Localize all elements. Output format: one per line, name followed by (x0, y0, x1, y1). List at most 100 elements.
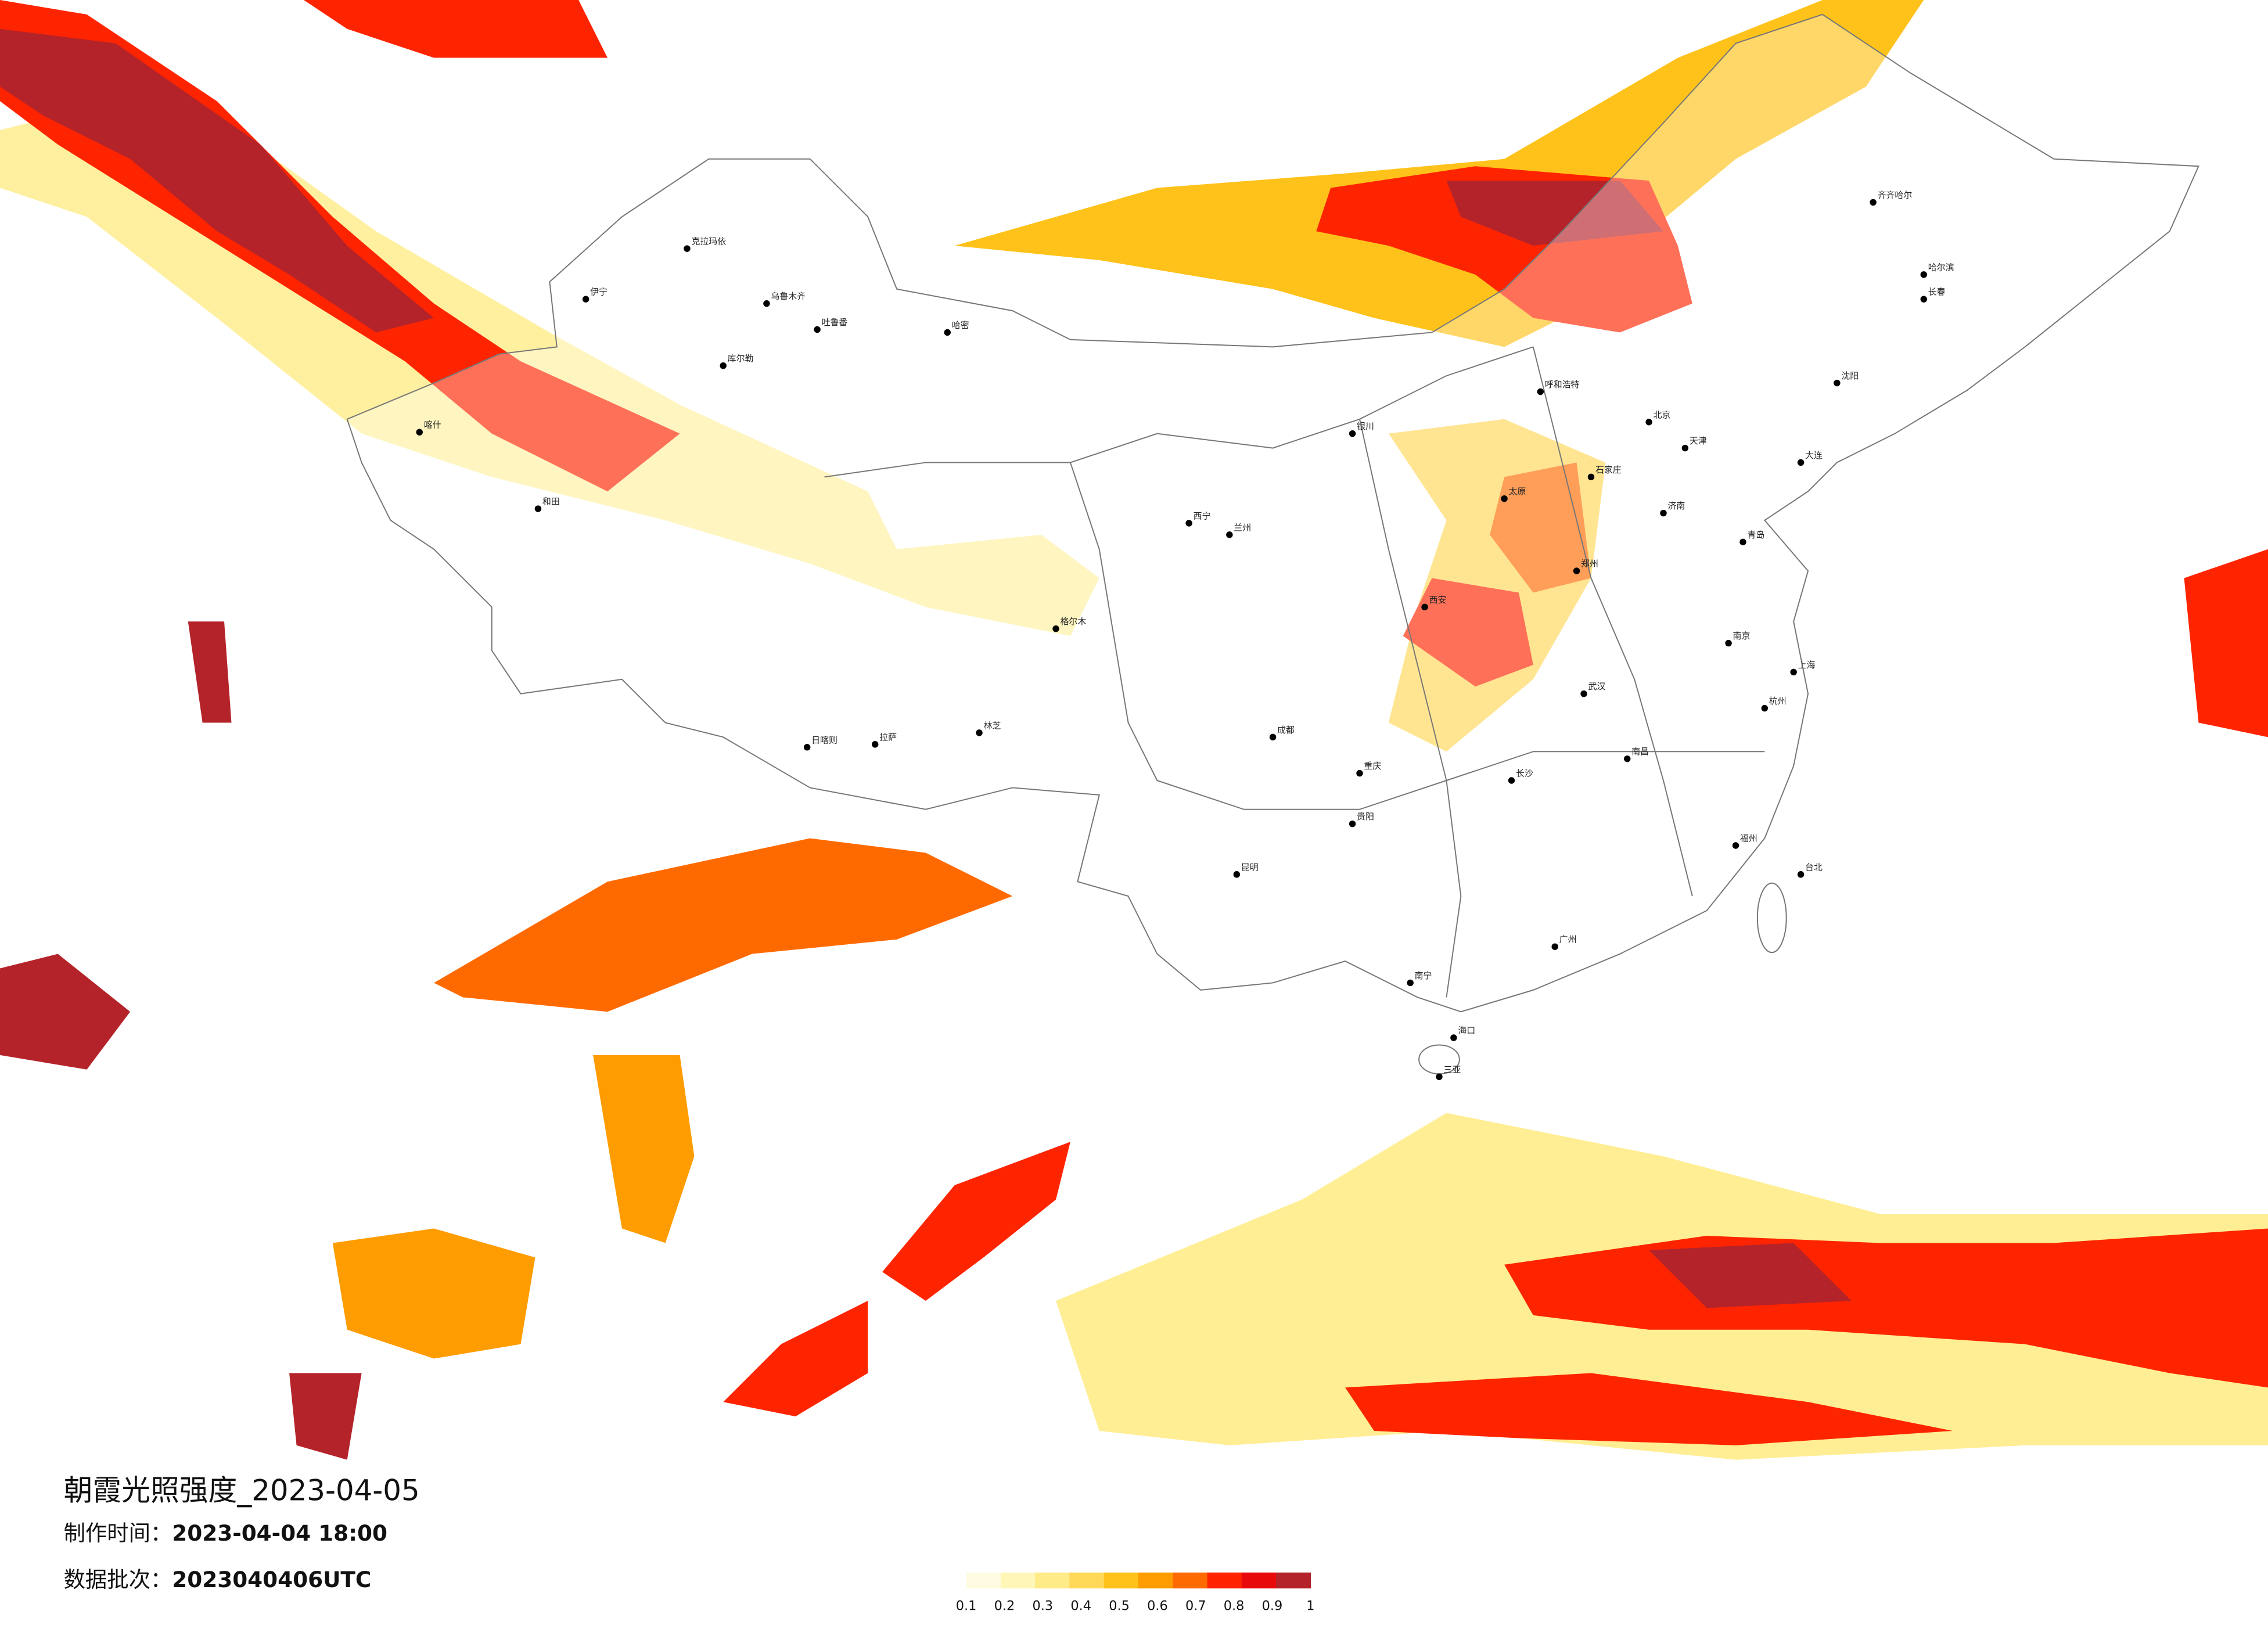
city-dot (582, 296, 590, 303)
legend-swatch (1138, 1572, 1173, 1589)
city-dot (1450, 1034, 1457, 1041)
legend-label: 0.3 (1033, 1599, 1054, 1614)
heat-area (1649, 1243, 1852, 1308)
boundaries (346, 13, 2199, 1075)
city-dot (1624, 755, 1631, 762)
city-dot (1797, 871, 1805, 878)
city-label: 克拉玛依 (691, 236, 726, 247)
city-label: 哈密 (952, 320, 969, 330)
heat-area (1345, 1373, 1953, 1445)
city-dot (720, 362, 727, 369)
city-label: 呼和浩特 (1545, 379, 1580, 390)
city-label: 齐齐哈尔 (1878, 190, 1913, 200)
value: 2023040406UTC (172, 1567, 371, 1592)
city-label: 喀什 (424, 420, 441, 430)
data-batch: 数据批次：2023040406UTC (64, 1567, 372, 1592)
province-line (824, 346, 1534, 478)
city-dot (1537, 388, 1544, 395)
city-dot (416, 429, 423, 436)
city-dot (1732, 842, 1739, 849)
map-title: 朝霞光照强度_2023-04-05 (64, 1473, 420, 1507)
city-dot (1660, 509, 1667, 517)
city-dot (871, 741, 879, 748)
legend-swatch (1000, 1572, 1036, 1589)
province-line (1359, 419, 1462, 998)
city-label: 库尔勒 (728, 353, 754, 364)
city-label: 长沙 (1516, 768, 1533, 779)
city-dot (1681, 444, 1689, 452)
city-dot (976, 729, 983, 736)
heat-area (289, 1373, 362, 1460)
city-dot (763, 300, 770, 307)
city-label: 杭州 (1769, 696, 1787, 706)
legend-label: 0.9 (1262, 1599, 1283, 1614)
city-dot (1421, 603, 1428, 611)
legend-label: 1 (1306, 1599, 1314, 1614)
city-label: 林芝 (983, 720, 1001, 731)
city-label: 伊宁 (590, 287, 608, 297)
city-label: 广州 (1559, 934, 1577, 945)
city-dot (1645, 419, 1652, 426)
city-dot (1920, 271, 1928, 278)
city-dot (1587, 473, 1595, 481)
city-label: 台北 (1805, 862, 1823, 872)
province-line (1532, 347, 1693, 897)
production-time: 制作时间：2023-04-04 18:00 (64, 1520, 387, 1546)
heat-area (332, 1228, 535, 1359)
city-dot (1349, 430, 1356, 437)
legend-swatch (1035, 1572, 1070, 1589)
city-label: 沈阳 (1841, 370, 1859, 381)
city-label: 郑州 (1581, 559, 1598, 569)
city-label: 重庆 (1364, 761, 1381, 771)
city-dot (1834, 379, 1841, 387)
city-dot (1185, 520, 1192, 527)
city-label: 成都 (1277, 725, 1295, 735)
city-label: 青岛 (1747, 530, 1764, 540)
city-label: 北京 (1654, 409, 1671, 420)
city-label: 和田 (542, 497, 560, 507)
heat-area (188, 621, 232, 723)
city-dot (814, 326, 821, 333)
city-dot (1407, 979, 1414, 987)
city-label: 福州 (1740, 833, 1757, 844)
heat-area (303, 0, 608, 58)
city-dot (1739, 538, 1746, 546)
legend-swatch (1173, 1572, 1208, 1589)
city-dot (1761, 704, 1769, 712)
city-label: 兰州 (1234, 522, 1251, 533)
heat-area (0, 954, 131, 1070)
value: 2023-04-04 18:00 (172, 1520, 387, 1546)
legend-label: 0.6 (1147, 1599, 1168, 1614)
city-dot (1226, 531, 1233, 538)
country-outline (346, 13, 2199, 1013)
island-outline (1756, 882, 1787, 954)
city-dot (1725, 639, 1732, 647)
legend-label: 0.8 (1224, 1599, 1245, 1614)
legend-label: 0.4 (1070, 1599, 1091, 1614)
city-dot (1920, 296, 1928, 303)
city-dot (803, 744, 811, 751)
color-legend: 0.1 0.2 0.3 0.4 0.5 0.6 0.7 0.8 0.9 1 (956, 1572, 1314, 1614)
heat-area (723, 1301, 868, 1417)
city-label: 昆明 (1241, 862, 1259, 872)
heat-area (434, 838, 1013, 1012)
city-dot (1573, 567, 1580, 574)
legend-swatch (1207, 1572, 1242, 1589)
city-label: 银川 (1357, 421, 1374, 431)
city-label: 天津 (1690, 436, 1707, 446)
city-dot (944, 329, 951, 336)
city-dot (1870, 199, 1877, 206)
city-dot (1790, 668, 1797, 676)
city-dot (1233, 871, 1241, 878)
city-label: 上海 (1798, 660, 1816, 670)
city-dot (1580, 690, 1587, 697)
city-label: 长春 (1928, 287, 1946, 297)
city-dot (1349, 820, 1356, 828)
heat-area (0, 28, 434, 333)
city-label: 太原 (1509, 486, 1526, 497)
city-dot (684, 245, 691, 252)
heat-area (1403, 578, 1533, 687)
